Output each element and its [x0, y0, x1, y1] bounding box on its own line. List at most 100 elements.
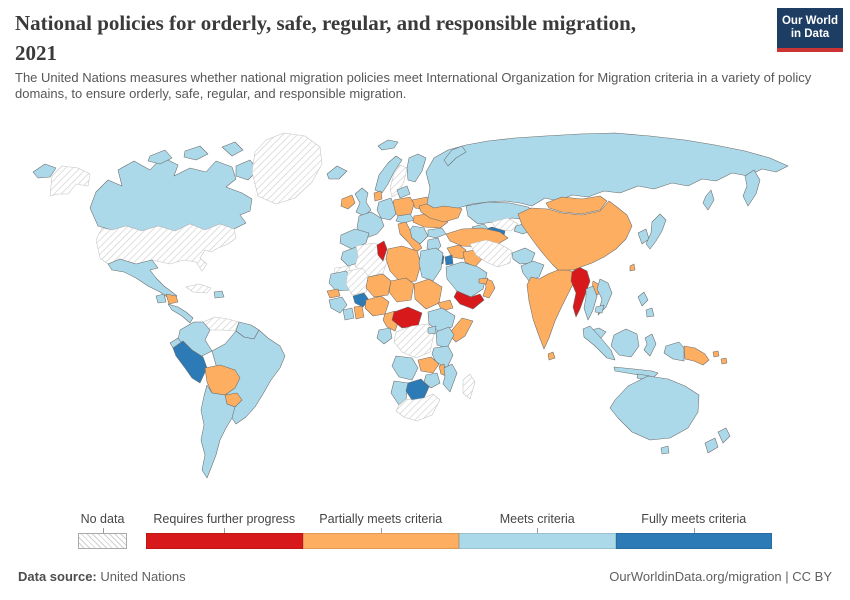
- legend-swatch-requires[interactable]: [146, 533, 303, 549]
- region-mexico[interactable]: [107, 258, 178, 300]
- region-bolivia[interactable]: [204, 364, 241, 396]
- region-angola[interactable]: [391, 355, 419, 381]
- region-iceland[interactable]: [326, 165, 348, 180]
- region-canada[interactable]: [89, 156, 253, 232]
- region-novaya-zemlya[interactable]: [443, 145, 467, 167]
- region-ethiopia[interactable]: [427, 307, 456, 333]
- region-java[interactable]: [613, 366, 659, 378]
- legend-label-requires: Requires further progress: [153, 512, 296, 526]
- region-russia[interactable]: [425, 132, 789, 209]
- region-uae[interactable]: [478, 277, 489, 285]
- region-sweden[interactable]: [389, 164, 408, 198]
- region-philippines-north[interactable]: [637, 291, 649, 307]
- region-chad[interactable]: [388, 277, 415, 303]
- region-kamchatka[interactable]: [742, 169, 761, 207]
- region-madagascar[interactable]: [462, 373, 476, 400]
- region-germany[interactable]: [376, 197, 397, 221]
- region-alaska[interactable]: [49, 165, 91, 197]
- owid-link[interactable]: OurWorldinData.org/migration | CC BY: [609, 569, 832, 584]
- title-line2: 2021: [15, 41, 57, 65]
- region-japan[interactable]: [645, 213, 667, 250]
- region-balkans[interactable]: [409, 225, 429, 245]
- region-new-zealand-south[interactable]: [704, 437, 719, 454]
- region-finland[interactable]: [406, 153, 427, 183]
- region-zambia[interactable]: [417, 356, 440, 374]
- region-solomon-2[interactable]: [720, 357, 728, 365]
- region-honduras[interactable]: [165, 293, 179, 305]
- region-ireland[interactable]: [340, 194, 356, 210]
- region-iberia[interactable]: [339, 228, 370, 250]
- region-sulawesi[interactable]: [643, 333, 657, 357]
- region-arctic-island-3[interactable]: [221, 141, 244, 157]
- region-australia[interactable]: [609, 375, 700, 441]
- region-mali[interactable]: [345, 267, 371, 296]
- region-taiwan[interactable]: [629, 263, 636, 272]
- region-norway[interactable]: [374, 155, 403, 194]
- region-jordan[interactable]: [444, 254, 454, 266]
- region-guatemala[interactable]: [155, 293, 167, 304]
- title-line1: National policies for orderly, safe, reg…: [15, 11, 637, 35]
- region-arctic-island-2[interactable]: [183, 145, 209, 161]
- map-regions: [32, 132, 789, 479]
- region-cote-divoire[interactable]: [342, 307, 355, 321]
- region-argentina-chile[interactable]: [200, 384, 236, 479]
- region-united-kingdom[interactable]: [354, 187, 372, 217]
- region-italy[interactable]: [397, 221, 423, 253]
- region-czechia-slovakia[interactable]: [395, 213, 415, 224]
- region-kenya[interactable]: [435, 326, 455, 349]
- region-philippines-south[interactable]: [645, 307, 655, 318]
- legend-swatch-meets[interactable]: [459, 533, 616, 549]
- region-denmark[interactable]: [373, 190, 383, 202]
- region-niger[interactable]: [365, 273, 392, 298]
- region-sri-lanka[interactable]: [547, 351, 556, 361]
- region-india[interactable]: [526, 269, 576, 350]
- region-thailand[interactable]: [583, 285, 598, 321]
- region-uganda[interactable]: [427, 325, 437, 335]
- region-venezuela[interactable]: [202, 316, 240, 332]
- region-arctic-island-1[interactable]: [147, 149, 173, 165]
- region-pakistan[interactable]: [520, 260, 545, 282]
- region-greenland[interactable]: [251, 132, 323, 205]
- legend-no-data-swatch[interactable]: [78, 533, 127, 549]
- region-saudi-arabia[interactable]: [445, 261, 488, 298]
- region-peru[interactable]: [172, 340, 208, 384]
- region-yemen[interactable]: [453, 290, 485, 310]
- region-iran[interactable]: [469, 239, 513, 268]
- region-cuba[interactable]: [185, 283, 212, 294]
- region-mozambique[interactable]: [442, 363, 458, 393]
- region-new-zealand-north[interactable]: [717, 427, 731, 444]
- region-tasmania[interactable]: [660, 445, 670, 455]
- region-egypt[interactable]: [418, 247, 444, 282]
- region-chukotka[interactable]: [32, 163, 57, 179]
- region-senegal[interactable]: [326, 288, 341, 299]
- region-dr-congo[interactable]: [393, 323, 435, 359]
- region-sakhalin[interactable]: [702, 189, 715, 211]
- region-bulgaria[interactable]: [427, 227, 447, 239]
- region-guinea[interactable]: [328, 296, 348, 314]
- region-south-africa[interactable]: [395, 393, 441, 422]
- region-china[interactable]: [517, 200, 633, 271]
- region-zimbabwe[interactable]: [423, 372, 441, 389]
- region-svalbard[interactable]: [377, 139, 399, 151]
- region-cambodia[interactable]: [594, 304, 605, 314]
- region-papua-new-guinea[interactable]: [683, 345, 710, 366]
- region-baltics[interactable]: [396, 185, 411, 199]
- legend-tick-meets: [537, 528, 539, 533]
- region-libya[interactable]: [385, 245, 422, 284]
- region-united-states[interactable]: [95, 223, 237, 272]
- region-west-papua[interactable]: [663, 341, 685, 362]
- legend-swatch-full[interactable]: [615, 533, 772, 549]
- region-sumatra[interactable]: [582, 325, 616, 361]
- region-myanmar[interactable]: [570, 266, 591, 318]
- region-gabon-congo[interactable]: [376, 327, 393, 345]
- legend-swatch-partial[interactable]: [302, 533, 459, 549]
- region-nicaragua-panama[interactable]: [167, 303, 194, 324]
- region-mongolia[interactable]: [545, 195, 608, 215]
- owid-logo[interactable]: Our World in Data: [777, 8, 843, 52]
- region-sudan[interactable]: [413, 278, 443, 310]
- region-tunisia[interactable]: [376, 240, 388, 262]
- region-hispaniola[interactable]: [213, 290, 225, 299]
- region-solomon-1[interactable]: [712, 350, 720, 358]
- region-ghana[interactable]: [353, 305, 365, 320]
- region-borneo[interactable]: [610, 328, 640, 358]
